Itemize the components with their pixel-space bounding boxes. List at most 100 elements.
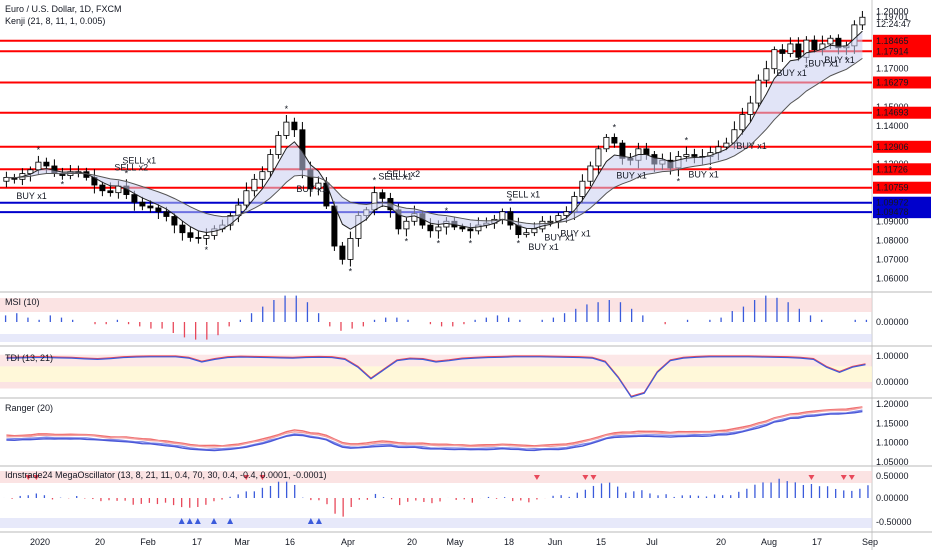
tdi-lower-band [0, 382, 872, 389]
time-axis-label: Feb [140, 537, 156, 547]
ranger-panel-title: Ranger (20) [5, 403, 54, 413]
candle-body [147, 205, 154, 209]
level-badge-1.18465 [873, 34, 931, 47]
buy-signal-label: BUY x1 [736, 141, 766, 151]
level-badge-1.16279 [873, 76, 931, 89]
kenji-indicator-label: Kenji (21, 8, 11, 1, 0.005) [5, 16, 106, 26]
candle-body [587, 165, 594, 182]
candle-body [691, 154, 698, 157]
tdi-upper-band [0, 354, 872, 367]
tdi-tick-label: 1.00000 [876, 351, 909, 361]
candle-body [779, 49, 786, 54]
candle-body [787, 43, 794, 54]
candle-body [107, 190, 114, 194]
candle-body [283, 121, 290, 136]
mega-sell-triangle [582, 475, 589, 480]
candle-body [531, 228, 538, 234]
swing-high-marker: * [509, 197, 513, 207]
candle-body [259, 171, 266, 180]
swing-low-marker: * [205, 245, 209, 255]
candle-body [267, 154, 274, 173]
megaoscillator-panel-title: Idnstrade24 MegaOscillator (13, 8, 21, 1… [5, 470, 327, 480]
candle-body [339, 245, 346, 260]
price-tick-label: 1.07000 [876, 254, 909, 264]
ranger-tick-label: 1.15000 [876, 418, 909, 428]
candle-body [195, 237, 202, 239]
level-badge-text: 1.18465 [876, 36, 909, 46]
mega-sell-triangle [33, 475, 40, 480]
swing-high-marker: * [685, 136, 689, 146]
mega-buy-triangle [178, 518, 185, 524]
level-badge-1.09972 [873, 196, 931, 209]
candle-body [507, 211, 514, 226]
level-badge-1.09478 [873, 206, 931, 219]
time-axis-label: Jun [548, 537, 563, 547]
ranger-band-line [6, 406, 863, 447]
level-badge-1.10759 [873, 181, 931, 194]
level-badge-text: 1.09478 [876, 207, 909, 217]
level-badge-text: 1.17914 [876, 46, 909, 56]
mega-sell-triangle [808, 475, 815, 480]
level-badge-text: 1.12906 [876, 142, 909, 152]
buy-signal-label: BUY x1 [560, 229, 590, 239]
time-axis-label: Mar [234, 537, 250, 547]
price-tick-label: 1.09000 [876, 216, 909, 226]
msi-panel-title: MSI (10) [5, 297, 40, 307]
candle-body [579, 180, 586, 197]
candle-body [763, 68, 770, 81]
candle-body [251, 178, 258, 192]
candle-body [155, 207, 162, 213]
time-axis-label: 20 [407, 537, 417, 547]
buy-signal-label: BUY x1 [16, 191, 46, 201]
mega-buy-triangle [186, 518, 193, 524]
ranger-band-line [6, 406, 863, 448]
time-axis-label: 17 [812, 537, 822, 547]
candle-body [523, 232, 530, 236]
level-badge-1.17914 [873, 45, 931, 58]
time-axis-label: 20 [716, 537, 726, 547]
candle-body [459, 226, 466, 230]
candle-body [275, 135, 282, 155]
candle-body [595, 148, 602, 167]
mega-tick-label: 0.00000 [876, 493, 909, 503]
candle-body [683, 154, 690, 157]
level-badge-1.14693 [873, 106, 931, 119]
candle-body [611, 136, 618, 144]
ranger-band-line [6, 409, 863, 451]
bar-countdown: 12:24:47 [876, 19, 911, 29]
msi-lower-band [0, 334, 872, 342]
buy-signal-label: BUY x1 [544, 232, 574, 242]
msi-upper-band [0, 298, 872, 312]
candle-body [243, 190, 250, 206]
buy-signal-label: BUY x1 [824, 55, 854, 65]
buy-signal-label: BUY x1 [688, 169, 718, 179]
candle-body [179, 224, 186, 234]
mega-tick-label: 0.50000 [876, 471, 909, 481]
candle-body [747, 102, 754, 115]
candle-body [723, 142, 730, 148]
swing-high-marker: * [37, 145, 41, 155]
candle-body [347, 238, 354, 260]
candle-body [379, 192, 386, 199]
candle-body [35, 161, 42, 171]
candle-body [811, 39, 818, 51]
candle-body [331, 205, 338, 247]
sell-signal-label: SELL x1 [378, 171, 412, 181]
swing-high-marker: * [373, 175, 377, 185]
level-badge-text: 1.11726 [876, 164, 908, 174]
tdi-tick-label: 0.00000 [876, 377, 909, 387]
msi-zero-label: 0.00000 [876, 317, 909, 327]
time-axis-label: 20 [95, 537, 105, 547]
candle-body [131, 194, 138, 203]
sell-signal-label: SELL x2 [114, 163, 148, 173]
candle-body [403, 220, 410, 230]
candle-body [435, 226, 442, 232]
ranger-tick-label: 1.05000 [876, 457, 909, 467]
slow-ma-line [6, 57, 863, 225]
candle-body [163, 211, 170, 217]
level-badge-text: 1.16279 [876, 77, 909, 87]
mega-lower-band [0, 518, 872, 528]
time-axis-label: May [446, 537, 464, 547]
time-axis-label: 16 [285, 537, 295, 547]
time-axis-label: Sep [862, 537, 878, 547]
